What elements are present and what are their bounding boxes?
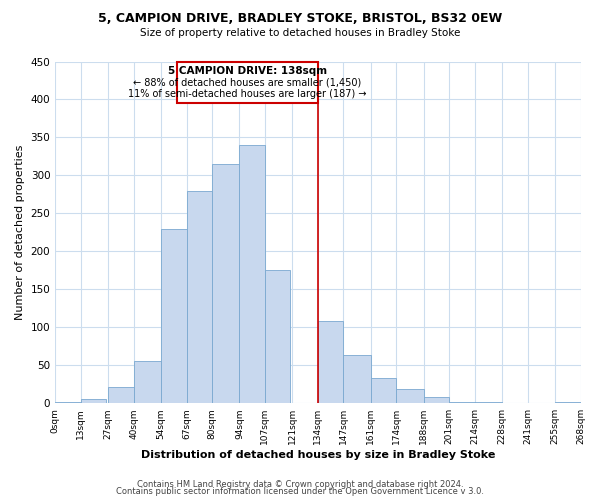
Bar (212, 164, 239, 403)
Text: 5, CAMPION DRIVE, BRADLEY STOKE, BRISTOL, BS32 0EW: 5, CAMPION DRIVE, BRADLEY STOKE, BRISTOL… (98, 12, 502, 26)
Bar (475, 402, 502, 403)
Text: Contains HM Land Registry data © Crown copyright and database right 2024.: Contains HM Land Registry data © Crown c… (137, 480, 463, 489)
Bar (396, 389, 424, 403)
Bar (108, 386, 134, 403)
Bar (55, 402, 80, 403)
Text: 11% of semi-detached houses are larger (187) →: 11% of semi-detached houses are larger (… (128, 89, 367, 99)
Text: ← 88% of detached houses are smaller (1,450): ← 88% of detached houses are smaller (1,… (133, 78, 361, 88)
Bar (265, 270, 290, 403)
Text: Contains public sector information licensed under the Open Government Licence v : Contains public sector information licen… (116, 487, 484, 496)
Bar (424, 397, 449, 403)
Bar (80, 398, 106, 403)
Text: Size of property relative to detached houses in Bradley Stoke: Size of property relative to detached ho… (140, 28, 460, 38)
Bar (343, 356, 371, 403)
Bar (134, 362, 161, 403)
X-axis label: Distribution of detached houses by size in Bradley Stoke: Distribution of detached houses by size … (140, 450, 495, 460)
Text: 5 CAMPION DRIVE: 138sqm: 5 CAMPION DRIVE: 138sqm (168, 66, 327, 76)
Bar (449, 402, 475, 403)
Bar (239, 145, 265, 403)
Bar (318, 321, 343, 403)
Bar (371, 378, 396, 403)
Bar (161, 228, 187, 403)
Bar (187, 190, 212, 403)
Y-axis label: Number of detached properties: Number of detached properties (15, 144, 25, 320)
FancyBboxPatch shape (176, 62, 318, 104)
Bar (555, 402, 581, 403)
